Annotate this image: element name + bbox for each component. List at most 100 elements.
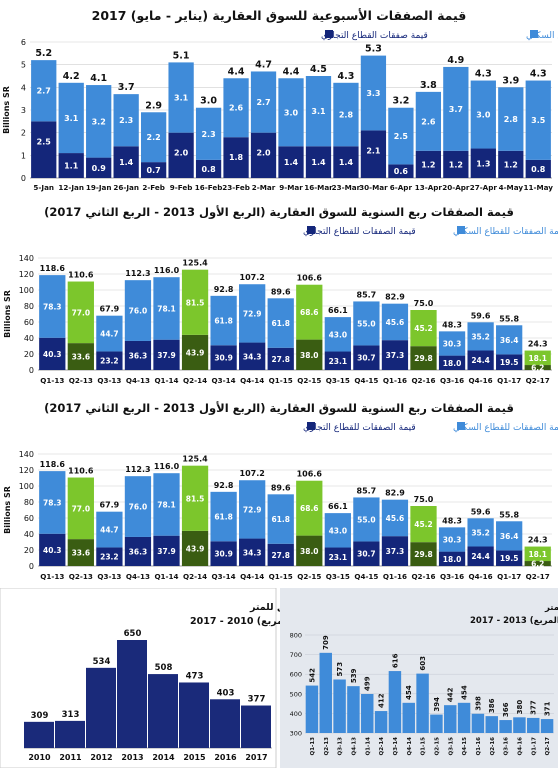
x-tick-label: 30-Mar (359, 183, 388, 192)
data-label-total: 107.2 (240, 469, 265, 478)
data-label-commercial: 6.2 (531, 364, 544, 373)
quarterly-price-data-label: 394 (433, 697, 441, 712)
quarterly-price-data-label: 573 (336, 662, 344, 677)
quarterly-chart-panel-2: قيمة الصفقات ربع السنوية للسوق العقارية … (0, 394, 558, 586)
data-label-residential: 61.8 (271, 515, 290, 524)
quarterly-price-y-tick-label: 500 (290, 690, 302, 698)
data-label-commercial: 27.8 (271, 551, 290, 560)
data-label-commercial: 30.7 (357, 550, 376, 559)
data-label-total: 116.0 (154, 266, 180, 275)
bar-residential (525, 80, 551, 160)
quarterly-price-data-label: 709 (322, 635, 330, 650)
data-label-commercial: 23.1 (329, 553, 348, 562)
annual-bar (55, 720, 85, 748)
quarterly-price-bar (457, 702, 471, 733)
quarterly-price-x-tick-label: Q3-16 (504, 737, 510, 756)
bar-residential (353, 497, 380, 542)
bar-residential (353, 301, 380, 346)
data-label-commercial: 1.2 (449, 160, 463, 169)
data-label-commercial: 2.0 (256, 149, 271, 158)
bar-commercial (96, 547, 123, 566)
data-label-total: 116.0 (154, 462, 180, 471)
bar-residential (140, 112, 167, 163)
chart-title: قيمة الصفقات ربع السنوية للسوق العقارية … (44, 205, 514, 220)
data-label-commercial: 6.2 (531, 560, 544, 569)
bar-residential (181, 465, 209, 531)
data-label-commercial: 23.2 (100, 553, 119, 562)
x-tick-label: Q2-16 (411, 376, 435, 385)
data-label-residential: 30.3 (443, 339, 462, 348)
data-label-total: 92.8 (214, 285, 234, 294)
data-label-residential: 30.3 (443, 535, 462, 544)
data-label-commercial: 0.8 (531, 165, 546, 174)
bar-commercial (153, 535, 180, 566)
bar-residential (410, 506, 437, 543)
data-label-commercial: 19.5 (500, 358, 519, 367)
bar-residential (438, 331, 466, 356)
bar-commercial (39, 337, 66, 370)
data-label-total: 55.8 (499, 314, 519, 323)
bar-commercial (353, 345, 380, 370)
bar-commercial (39, 533, 66, 566)
x-tick-label: 13-Apr (415, 183, 443, 192)
data-label-commercial: 36.3 (129, 547, 148, 556)
x-tick-label: 19-Jan (86, 183, 112, 192)
data-label-residential: 45.6 (386, 318, 405, 327)
bar-residential (467, 518, 494, 547)
quarterly-price-bar (347, 686, 360, 733)
quarterly-price-x-tick-label: Q3-15 (448, 737, 454, 756)
chart-title: قيمة الصفقات ربع السنوية للسوق العقارية … (44, 401, 514, 416)
bar-residential (210, 295, 237, 346)
quarterly-price-bar (485, 716, 498, 733)
data-label-residential: 76.0 (129, 503, 148, 512)
x-tick-label: Q2-15 (297, 572, 321, 581)
bar-commercial (305, 146, 332, 178)
data-label-total: 110.6 (68, 467, 94, 476)
quarterly-price-data-label: 539 (350, 668, 358, 683)
x-tick-label: Q1-16 (383, 376, 407, 385)
data-label-residential: 81.5 (186, 298, 205, 307)
x-tick-label: Q1-15 (269, 572, 293, 581)
data-label-total: 3.2 (392, 96, 409, 107)
bar-commercial (496, 354, 523, 370)
data-label-residential: 3.2 (92, 117, 106, 126)
x-tick-label: Q4-13 (126, 376, 150, 385)
bar-residential (250, 71, 277, 133)
x-tick-label: Q4-16 (469, 376, 493, 385)
bar-commercial (470, 148, 496, 178)
data-label-commercial: 18.0 (443, 359, 462, 368)
quarterly-price-data-label: 386 (488, 698, 496, 713)
bar-commercial (381, 340, 409, 370)
data-label-total: 59.6 (471, 507, 491, 516)
annual-data-label: 534 (93, 657, 111, 667)
bar-commercial (410, 346, 437, 370)
bar-residential (195, 107, 222, 160)
quarterly-price-title-line2: المربع) 2013 - 2017 (470, 616, 558, 626)
y-axis-label: Billions SR (2, 86, 11, 134)
bar-commercial (239, 538, 266, 566)
quarterly-price-data-label: 454 (405, 685, 413, 700)
y-tick-label: 80 (24, 302, 34, 311)
quarterly-price-bar (471, 713, 485, 733)
bar-residential (524, 350, 551, 366)
data-label-commercial: 23.1 (329, 357, 348, 366)
bar-residential (333, 82, 359, 147)
bar-commercial (415, 150, 442, 178)
data-label-commercial: 30.9 (214, 550, 233, 559)
bar-residential (124, 476, 152, 537)
x-tick-label: Q1-17 (497, 572, 521, 581)
annual-x-tick-label: 2011 (59, 753, 82, 762)
quarterly-price-data-label: 371 (544, 701, 552, 716)
data-label-total: 66.1 (328, 502, 348, 511)
bar-residential (39, 471, 66, 534)
data-label-total: 92.8 (214, 481, 234, 490)
bar-residential (381, 499, 409, 537)
bar-commercial (67, 343, 94, 370)
x-tick-label: Q2-13 (69, 376, 93, 385)
quarterly-price-data-label: 377 (530, 700, 538, 715)
bar-commercial (524, 561, 551, 566)
data-label-commercial: 2.1 (366, 146, 381, 155)
bar-residential (39, 275, 66, 338)
bar-commercial (58, 153, 84, 178)
annual-bar (117, 640, 147, 748)
